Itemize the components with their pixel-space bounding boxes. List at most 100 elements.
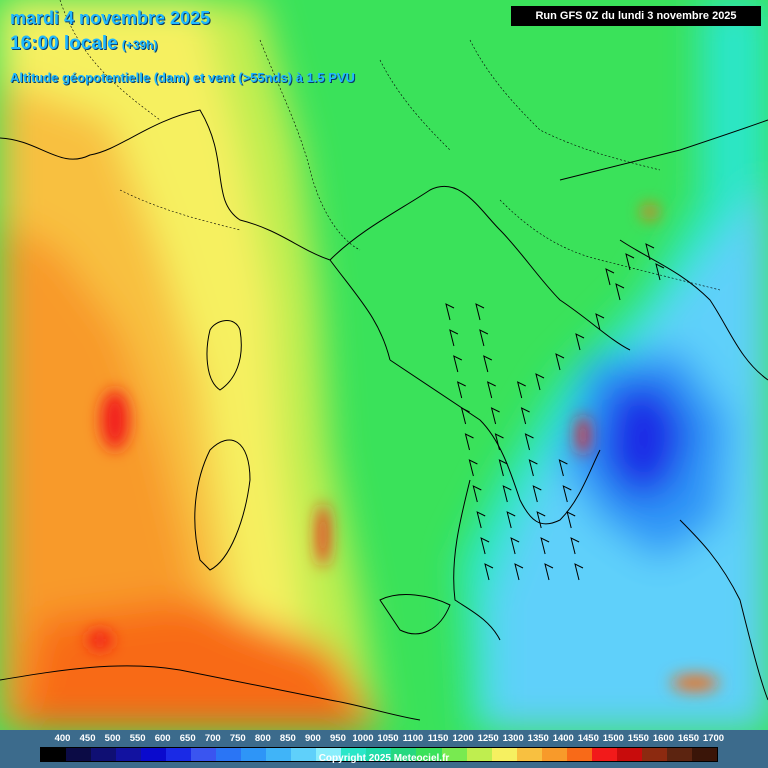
wind-barb [516,381,526,399]
wind-barb [540,537,550,555]
wind-barb [524,433,534,451]
color-legend: 400 450 500 550 600 650 700 750 800 850 900 950 1000… [0,730,768,768]
wind-barb [544,563,554,581]
legend-label: 1500 [602,733,624,744]
hotspot-southwest [88,630,112,650]
legend-swatch [116,748,142,761]
copyright: Copyright 2025 Meteociel.fr [318,753,450,764]
wind-barb [536,511,546,529]
wind-barb [595,313,605,331]
legend-label: 1050 [377,733,399,744]
run-info: Run GFS 0Z du lundi 3 novembre 2025 [511,6,761,26]
hotspot-balkans [642,204,658,220]
wind-barb [566,511,576,529]
hotspot-west [101,390,129,450]
wind-barb [506,511,516,529]
wind-barb [453,355,463,373]
wind-barb [502,485,512,503]
legend-label: 450 [79,733,96,744]
wind-barb [510,537,520,555]
wind-barb [625,253,635,271]
coastlines [0,109,768,721]
wind-barbs [445,243,665,581]
hotspot-south-italy [577,415,589,455]
hotspot-central [317,503,329,567]
legend-swatch [491,748,517,761]
wind-barb [476,511,486,529]
wind-barb [645,243,655,261]
wind-barb [449,329,459,347]
legend-label: 1700 [702,733,725,744]
legend-label: 750 [229,733,246,744]
legend-swatch [591,748,617,761]
wind-barb [468,459,478,477]
legend-swatch [216,748,242,761]
hotspot-southeast [671,675,719,691]
wind-barb [555,353,565,371]
legend-swatch [641,748,667,761]
forecast-time: 16:00 locale (+39h) [10,33,157,55]
legend-swatch [66,748,92,761]
legend-label: 700 [204,733,221,744]
legend-label: 1350 [527,733,549,744]
wind-barb [480,537,490,555]
wind-barb [490,407,500,425]
legend-swatch [141,748,167,761]
wind-barb [562,485,572,503]
parameter-title: Altitude géopotentielle (dam) et vent (>… [10,70,355,85]
legend-label: 550 [129,733,146,744]
legend-label: 1400 [552,733,574,744]
wind-barb [528,459,538,477]
wind-barb [460,407,470,425]
legend-labels: 400 450 500 550 600 650 700 750 800 850 900 950 1000… [40,733,724,747]
legend-label: 1650 [677,733,700,744]
legend-swatch [416,748,442,761]
legend-label: 1250 [477,733,499,744]
legend-label: 800 [254,733,271,744]
legend-swatch [166,748,192,761]
field-orange-west [0,220,230,730]
wind-barb [575,333,585,351]
legend-swatch [41,748,67,761]
wind-barb [486,381,496,399]
wind-barb [570,537,580,555]
wind-barb [615,283,625,301]
wind-barb [605,268,615,286]
legend-swatch [616,748,642,761]
forecast-lead: (+39h) [121,38,158,52]
wind-barb [532,485,542,503]
borders [59,0,721,291]
legend-swatch [441,748,467,761]
field-darkblue-core [600,380,690,500]
legend-swatch [516,748,542,761]
legend-label: 500 [104,733,121,744]
legend-label: 1600 [652,733,674,744]
wind-barb [472,485,482,503]
wind-barb [558,459,568,477]
legend-label: 1200 [452,733,474,744]
legend-swatch [341,748,367,761]
legend-label: 1450 [577,733,599,744]
wind-barb [483,355,493,373]
legend-swatch [466,748,492,761]
legend-swatch [91,748,117,761]
wind-barb [535,373,545,391]
wind-barb [464,433,474,451]
wind-barb [498,459,508,477]
wind-barb [574,563,584,581]
legend-swatch [291,748,317,761]
wind-barb [456,381,466,399]
wind-barb [494,433,504,451]
legend-swatch [241,748,267,761]
legend-label: 1100 [402,733,424,744]
weather-map: mardi 4 novembre 2025 16:00 locale (+39h)… [0,0,768,730]
wind-barb [479,329,489,347]
wind-barb [520,407,530,425]
legend-label: 1000 [352,733,374,744]
legend-label: 600 [154,733,171,744]
legend-swatch [541,748,567,761]
legend-bar [40,747,718,762]
wind-barb [445,303,455,321]
wind-barb [475,303,485,321]
legend-label: 950 [330,733,346,744]
